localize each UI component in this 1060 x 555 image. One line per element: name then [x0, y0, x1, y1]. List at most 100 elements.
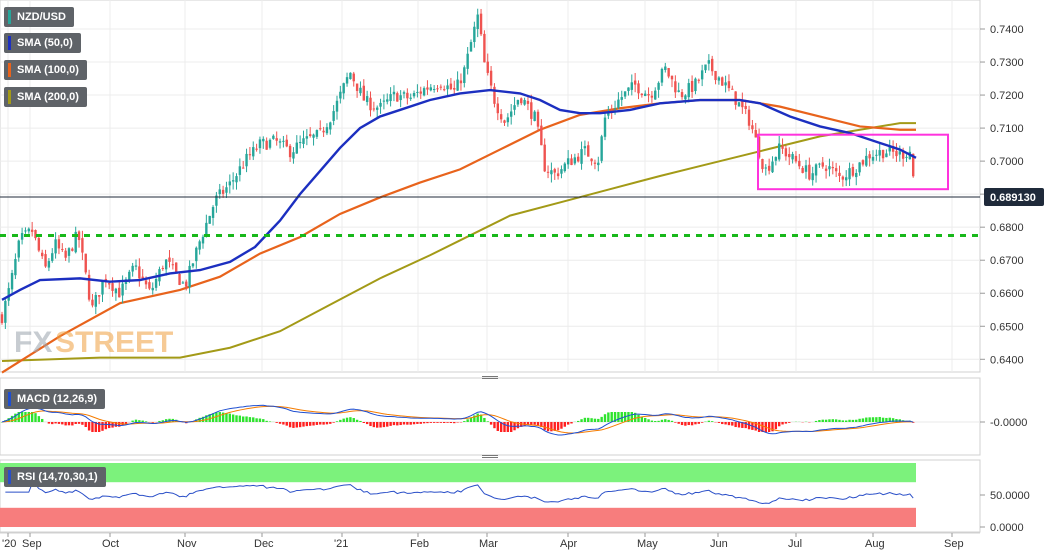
candle-body: [272, 135, 275, 139]
time-tick-label: May: [637, 538, 658, 550]
candle-body: [617, 99, 620, 108]
candle-body: [439, 86, 443, 88]
candle: [647, 87, 650, 103]
macd-histogram-bar: [587, 417, 590, 422]
macd-histogram-bar: [473, 415, 476, 422]
candle-body: [600, 136, 603, 161]
macd-pane-resize-handle[interactable]: [482, 376, 498, 377]
price-tick-label: 0.7000: [990, 156, 1024, 168]
candle-body: [747, 109, 751, 126]
legend-macd[interactable]: MACD (12,26,9): [4, 389, 106, 409]
macd-histogram-bar: [617, 412, 620, 422]
macd-histogram-bar: [499, 422, 503, 432]
candle-body: [593, 162, 597, 164]
candle-body: [369, 97, 372, 111]
candle: [533, 110, 536, 122]
macd-axis: -0.0000: [980, 417, 1027, 429]
candle: [305, 129, 309, 146]
candle-body: [319, 128, 322, 130]
candle: [878, 142, 881, 162]
candle-body: [664, 66, 667, 70]
legend-sma100[interactable]: SMA (100,0): [4, 60, 87, 80]
legend-rsi[interactable]: RSI (14,70,30,1): [4, 467, 106, 487]
price-tick-label: 0.6500: [990, 321, 1024, 333]
macd-histogram-bar: [231, 414, 235, 422]
candles: [0, 8, 915, 330]
macd-histogram-bar: [14, 413, 17, 422]
candle: [71, 247, 74, 252]
legend-symbol[interactable]: NZD/USD: [4, 7, 74, 27]
candle-body: [486, 61, 489, 73]
macd-histogram-bar: [302, 422, 305, 427]
macd-histogram-bar: [248, 417, 252, 422]
macd-histogram-bar: [680, 422, 684, 426]
macd-histogram-bar: [221, 412, 225, 422]
macd-histogram-bar: [208, 414, 211, 422]
candle: [597, 156, 600, 172]
macd-histogram-bar: [332, 422, 335, 423]
candle: [27, 227, 30, 234]
macd-histogram-bar: [530, 422, 533, 426]
macd-histogram-bar: [469, 417, 473, 422]
candle-body: [764, 167, 767, 169]
macd-histogram-bar: [563, 422, 566, 427]
candle-body: [97, 295, 101, 297]
candle: [855, 169, 858, 186]
candle: [660, 67, 664, 87]
price-tick-label: 0.6400: [990, 354, 1024, 366]
candle-body: [727, 81, 731, 89]
candle: [694, 77, 697, 95]
macd-histogram-bar: [412, 422, 416, 425]
candle-body: [262, 138, 265, 142]
candle: [757, 128, 761, 160]
candle: [392, 85, 396, 102]
candle-body: [814, 164, 818, 176]
candle-body: [848, 168, 851, 180]
candle: [231, 172, 235, 190]
candle: [17, 239, 20, 262]
rsi-pane-resize-handle[interactable]: [482, 455, 498, 456]
candle-body: [379, 102, 382, 107]
macd-histogram-bar: [245, 416, 248, 422]
macd-histogram-bar: [550, 422, 553, 432]
candle-body: [881, 149, 885, 159]
candle-body: [81, 238, 84, 253]
macd-histogram-bar: [362, 422, 365, 423]
candle-body: [677, 90, 680, 92]
macd-histogram-bar: [161, 420, 164, 422]
macd-histogram-bar: [788, 422, 791, 423]
legend-rsi-label: RSI (14,70,30,1): [17, 471, 98, 483]
macd-histogram-bar: [664, 419, 667, 422]
macd-pane-resize-handle-2[interactable]: [482, 378, 498, 379]
candle-body: [51, 253, 54, 261]
candle-body: [164, 259, 168, 270]
candle: [476, 8, 479, 38]
candle-body: [235, 176, 238, 183]
legend-sma50[interactable]: SMA (50,0): [4, 33, 81, 53]
rsi-pane-resize-handle-2[interactable]: [482, 457, 498, 458]
candle-body: [114, 288, 118, 294]
legend-sma200[interactable]: SMA (200,0): [4, 87, 87, 107]
overlays: [0, 133, 980, 237]
macd-histogram-bar: [697, 422, 700, 424]
macd-histogram-bar: [235, 415, 238, 422]
candle-body: [44, 254, 47, 267]
candle-body: [329, 122, 332, 130]
macd-histogram-bar: [700, 422, 704, 423]
candle-body: [607, 113, 610, 116]
candle-body: [861, 160, 865, 165]
candle-body: [577, 156, 580, 162]
candle: [201, 234, 205, 249]
macd-histogram-bar: [580, 419, 583, 422]
candle-body: [647, 94, 650, 96]
macd-histogram-bar: [282, 422, 285, 425]
macd-histogram-bar: [687, 422, 690, 426]
macd-line: [1, 404, 914, 436]
candle: [138, 258, 141, 287]
candle-body: [778, 143, 781, 160]
candle-body: [71, 248, 74, 251]
macd-histogram-bar: [841, 420, 845, 422]
candle: [697, 78, 700, 84]
candle: [788, 147, 791, 166]
candle-body: [181, 282, 185, 284]
